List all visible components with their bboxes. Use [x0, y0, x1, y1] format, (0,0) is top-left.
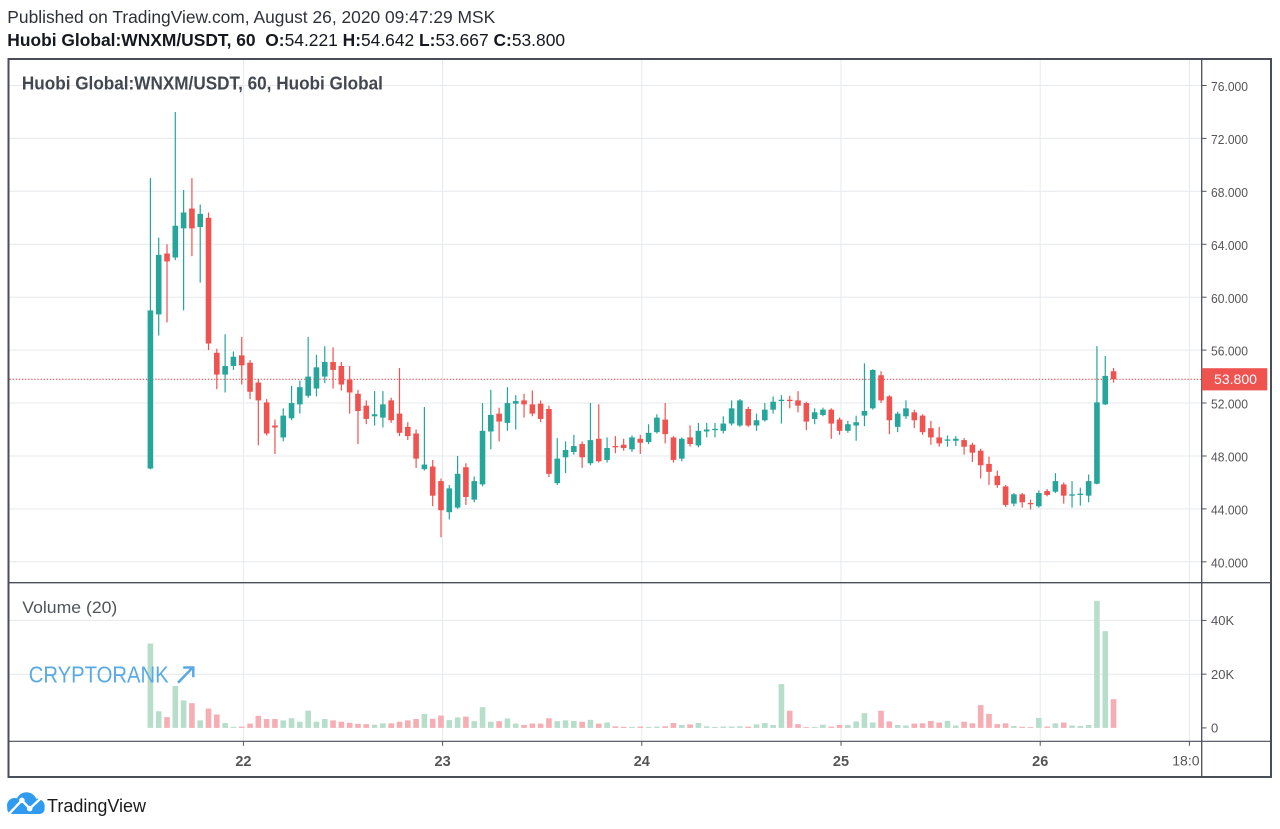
svg-text:23: 23	[435, 754, 451, 770]
svg-text:52.000: 52.000	[1211, 397, 1248, 412]
svg-text:40.000: 40.000	[1211, 555, 1248, 570]
svg-text:0: 0	[1211, 721, 1218, 736]
svg-text:25: 25	[833, 754, 849, 770]
svg-text:26: 26	[1032, 754, 1048, 770]
svg-text:56.000: 56.000	[1211, 344, 1248, 359]
svg-text:Published on TradingView.com,: Published on TradingView.com, August 26,…	[7, 7, 495, 27]
svg-text:18:0: 18:0	[1172, 753, 1199, 769]
svg-text:CRYPTORANK: CRYPTORANK	[29, 662, 170, 688]
svg-text:20K: 20K	[1211, 667, 1234, 682]
svg-text:Volume (20): Volume (20)	[22, 598, 117, 617]
svg-text:TradingView: TradingView	[47, 796, 147, 816]
svg-text:40K: 40K	[1211, 613, 1234, 628]
svg-text:22: 22	[235, 754, 251, 770]
svg-text:72.000: 72.000	[1211, 132, 1248, 147]
svg-text:68.000: 68.000	[1211, 185, 1248, 200]
svg-text:64.000: 64.000	[1211, 238, 1248, 253]
svg-text:24: 24	[634, 754, 650, 770]
svg-text:53.800: 53.800	[1214, 372, 1257, 387]
svg-text:44.000: 44.000	[1211, 503, 1248, 518]
svg-text:Huobi Global:WNXM/USDT, 60, Hu: Huobi Global:WNXM/USDT, 60, Huobi Global	[22, 73, 383, 94]
svg-text:Huobi Global:WNXM/USDT, 60 O: Huobi Global:WNXM/USDT, 60 O:54.221 H:54…	[7, 30, 565, 50]
svg-text:48.000: 48.000	[1211, 450, 1248, 465]
svg-text:76.000: 76.000	[1211, 79, 1248, 94]
svg-text:60.000: 60.000	[1211, 291, 1248, 306]
